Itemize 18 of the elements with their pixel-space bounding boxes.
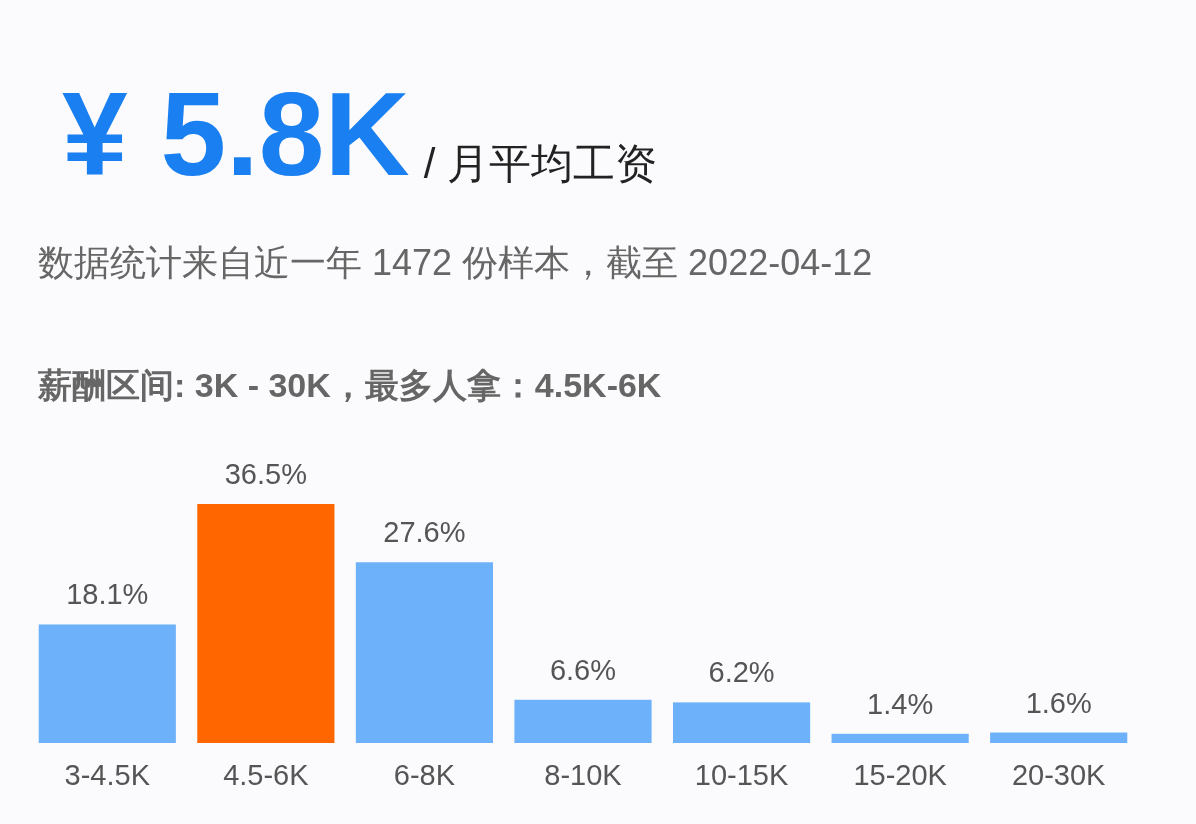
category: 6-8K <box>393 759 456 791</box>
category: 15-20K <box>853 759 947 791</box>
annotation: 薪酬区间: 3K - 30K，最多人拿：4.5K-6K <box>38 366 662 404</box>
subtitle: / 月平均工资 <box>423 140 657 187</box>
data-label: 6.6% <box>549 653 617 686</box>
category: 8-10K <box>544 759 622 791</box>
data-label: 1.4% <box>867 687 934 720</box>
category: 10-15K <box>694 759 789 791</box>
data-label: 18.1% <box>66 578 149 611</box>
data-label: 27.6% <box>383 516 466 549</box>
annotation: 数据统计来自近一年 1472 份样本，截至 2022-04-12 <box>38 242 873 283</box>
data-label: 6.2% <box>708 656 775 689</box>
data-label: 1.6% <box>1025 686 1092 719</box>
category: 4.5-6K <box>223 759 309 791</box>
category: 20-30K <box>1011 759 1106 791</box>
category: 3-4.5K <box>64 759 150 791</box>
title: ¥ 5.8K <box>62 68 410 200</box>
data-label: 36.5% <box>224 458 307 490</box>
